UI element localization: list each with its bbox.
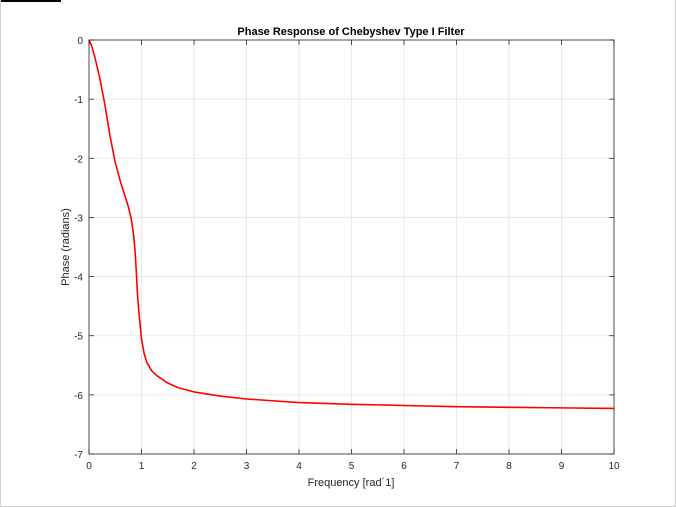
y-tick-label: -5 (74, 332, 83, 343)
x-tick-label: 1 (139, 461, 145, 472)
y-tick-label: 0 (77, 36, 83, 47)
x-tick-label: 4 (296, 461, 302, 472)
y-tick-label: -2 (74, 154, 83, 165)
x-tick-label: 6 (401, 461, 407, 472)
chart-title: Phase Response of Chebyshev Type I Filte… (237, 26, 465, 38)
phase-series-line (88, 39, 615, 410)
x-tick-label: 2 (191, 461, 197, 472)
x-tick-label: 0 (86, 461, 92, 472)
x-tick-label: 9 (559, 461, 565, 472)
x-tick-label: 8 (506, 461, 512, 472)
y-tick-label: -7 (74, 450, 83, 461)
x-tick-label: 7 (454, 461, 460, 472)
tick-group: 0 1 2 3 4 5 6 7 8 9 10 0 -1 -2 -3 -4 -5 -6 -7 (74, 36, 620, 472)
series-group (88, 39, 615, 410)
y-axis-label: Phase (radians) (60, 208, 72, 286)
x-tick-label: 3 (244, 461, 250, 472)
window-edge (1, 0, 61, 2)
x-tick-label: 5 (349, 461, 355, 472)
y-tick-label: -3 (74, 213, 83, 224)
y-tick-label: -1 (74, 95, 83, 106)
y-tick-label: -6 (74, 391, 83, 402)
y-tick-label: -4 (74, 273, 83, 284)
x-axis-label: Frequency [rad´1] (308, 477, 395, 489)
x-tick-label: 10 (608, 461, 620, 472)
